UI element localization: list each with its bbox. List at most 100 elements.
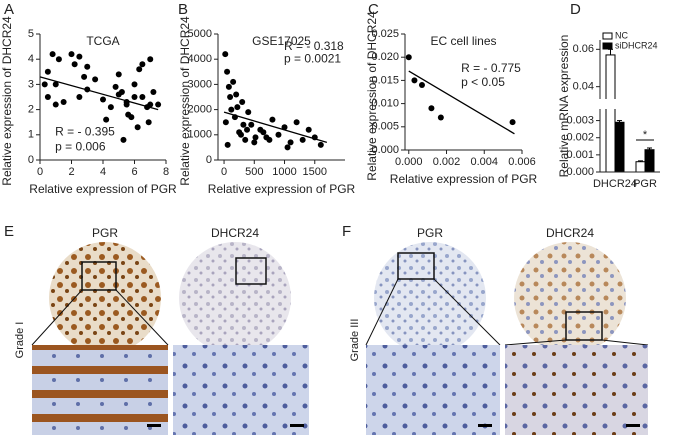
fit-line (39, 76, 159, 111)
point (107, 104, 114, 111)
point (405, 54, 412, 61)
x-axis-label: Relative expression of PGR (390, 172, 538, 186)
y-tick-label: 0.020 (371, 51, 399, 63)
significance-label: * (643, 129, 648, 141)
axis-break-gap (594, 99, 662, 109)
y-tick-label: 0 (28, 154, 34, 166)
zoom-image (173, 345, 309, 435)
point (44, 68, 51, 75)
scale-bar (478, 424, 492, 427)
annotation: p = 0.006 (55, 140, 106, 154)
x-tick-label: 4 (100, 166, 106, 178)
point (60, 99, 67, 106)
point (155, 101, 162, 108)
point (68, 51, 75, 58)
point (281, 124, 288, 131)
point (227, 94, 234, 100)
bar (635, 161, 646, 173)
x-tick-label: 2 (68, 166, 74, 178)
point (230, 78, 237, 85)
panel-label: C (368, 1, 379, 18)
point (239, 99, 246, 106)
panel-e-images (31, 242, 309, 435)
column-label: DHCR24 (546, 226, 594, 240)
tissue-core (374, 242, 486, 354)
zoom-box (235, 257, 267, 285)
point (76, 53, 83, 60)
y-tick-label: 5 (28, 28, 34, 40)
y-tick-label: 0.010 (371, 98, 399, 110)
x-axis-label: Relative expression of PGR (208, 182, 356, 196)
zoom-box (397, 252, 435, 280)
point (92, 76, 99, 83)
y-tick-label: 0.005 (371, 121, 399, 133)
point (233, 91, 240, 98)
point (252, 134, 259, 141)
x-tick-label: 0.004 (470, 156, 498, 168)
column-label: DHCR24 (211, 226, 259, 240)
point (224, 141, 231, 148)
x-tick-label: 0 (37, 166, 43, 178)
point (248, 121, 255, 128)
point (81, 73, 88, 80)
y-tick-label: 0.000 (371, 144, 399, 156)
point (120, 136, 127, 143)
y-tick-label: 1 (28, 129, 34, 141)
point (41, 81, 48, 88)
point (240, 121, 247, 128)
point (266, 136, 273, 143)
point (260, 129, 267, 136)
point (52, 101, 59, 108)
annotation: p = 0.0021 (284, 51, 341, 65)
point (245, 109, 252, 116)
x-tick-label: 6 (131, 166, 137, 178)
y-tick-label: 5000 (188, 28, 212, 40)
panel-label: F (342, 223, 351, 240)
point (76, 94, 83, 100)
point (145, 119, 152, 126)
legend-label: NC (615, 30, 628, 40)
point (131, 94, 138, 100)
bar (614, 121, 625, 173)
point (293, 119, 300, 126)
point (222, 51, 229, 58)
point (147, 101, 154, 108)
zoom-image (32, 345, 168, 435)
x-tick-label: 500 (245, 166, 263, 178)
panel-label: E (4, 223, 14, 240)
y-tick-label: 1000 (188, 129, 212, 141)
point (269, 116, 276, 123)
y-tick-label: 4 (28, 53, 34, 65)
x-tick-label: 0 (221, 166, 227, 178)
fit-line (223, 111, 328, 143)
annotation: R = - 0.775 (461, 61, 521, 75)
y-tick-label: 0.001 (566, 149, 594, 161)
point (284, 144, 291, 151)
point (49, 51, 56, 58)
point (103, 116, 110, 123)
y-tick-label: 0.06 (573, 43, 594, 55)
row-label: Grade I (14, 322, 26, 359)
point (428, 105, 435, 112)
y-tick-label: 0.000 (566, 166, 594, 178)
y-tick-label: 2 (28, 104, 34, 116)
column-label: PGR (417, 226, 443, 240)
bar (605, 54, 616, 173)
zoom-line (115, 289, 169, 346)
point (100, 96, 106, 103)
panel-label: A (4, 1, 14, 18)
y-tick-label: 3000 (188, 78, 212, 90)
fit-line (408, 70, 515, 135)
point (44, 94, 51, 100)
point (52, 81, 59, 88)
scale-bar (626, 424, 640, 427)
point (131, 81, 138, 88)
point (228, 106, 235, 113)
y-tick-label: 0.025 (371, 28, 399, 40)
point (244, 126, 251, 133)
x-tick-label: 0.006 (508, 156, 536, 168)
annotation: R = - 0.395 (55, 124, 115, 138)
bar (644, 149, 655, 173)
panel-f-images (365, 242, 649, 435)
